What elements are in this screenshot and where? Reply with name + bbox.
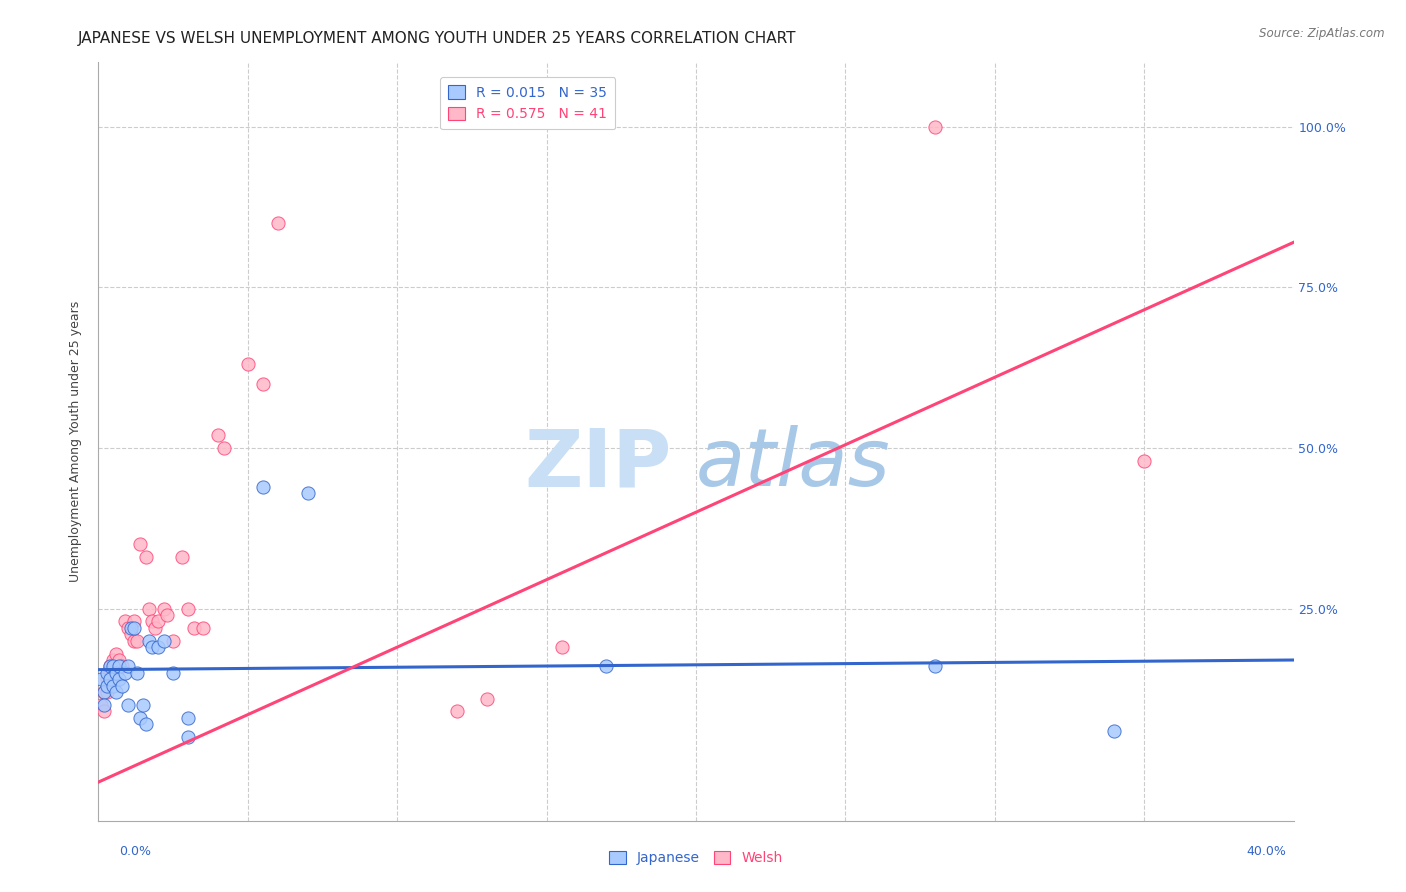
Point xyxy=(111,679,134,693)
Point xyxy=(162,633,184,648)
Text: JAPANESE VS WELSH UNEMPLOYMENT AMONG YOUTH UNDER 25 YEARS CORRELATION CHART: JAPANESE VS WELSH UNEMPLOYMENT AMONG YOU… xyxy=(77,31,796,46)
Point xyxy=(135,550,157,565)
Point xyxy=(103,653,125,667)
Point xyxy=(114,615,136,629)
Point xyxy=(924,120,946,134)
Point xyxy=(252,479,274,493)
Point xyxy=(96,679,118,693)
Point xyxy=(124,633,146,648)
Point xyxy=(153,601,176,615)
Point xyxy=(924,659,946,673)
Point xyxy=(172,550,194,565)
Point xyxy=(252,376,274,391)
Point xyxy=(103,679,125,693)
Point xyxy=(117,621,139,635)
Point xyxy=(550,640,572,655)
Point xyxy=(105,685,128,699)
Point xyxy=(236,358,259,372)
Point xyxy=(124,615,146,629)
Text: 0.0%: 0.0% xyxy=(120,846,152,858)
Legend: Japanese, Welsh: Japanese, Welsh xyxy=(603,845,789,871)
Point xyxy=(98,659,122,673)
Point xyxy=(446,705,468,719)
Point xyxy=(141,640,163,655)
Text: 40.0%: 40.0% xyxy=(1247,846,1286,858)
Point xyxy=(98,673,122,687)
Point xyxy=(120,621,142,635)
Point xyxy=(93,698,115,712)
Text: ZIP: ZIP xyxy=(524,425,672,503)
Point xyxy=(108,673,131,687)
Point xyxy=(148,640,170,655)
Point xyxy=(138,601,160,615)
Point xyxy=(103,659,125,673)
Point xyxy=(177,601,200,615)
Point xyxy=(105,647,128,661)
Point xyxy=(1133,454,1156,468)
Point xyxy=(93,685,115,699)
Point xyxy=(90,698,112,712)
Point xyxy=(138,633,160,648)
Point xyxy=(111,659,134,673)
Text: atlas: atlas xyxy=(696,425,891,503)
Point xyxy=(141,615,163,629)
Point xyxy=(183,621,205,635)
Point xyxy=(117,659,139,673)
Point xyxy=(114,665,136,680)
Point xyxy=(93,705,115,719)
Point xyxy=(90,673,112,687)
Point xyxy=(267,216,290,230)
Point xyxy=(153,633,176,648)
Point xyxy=(156,607,179,622)
Point xyxy=(135,717,157,731)
Point xyxy=(117,698,139,712)
Point xyxy=(103,673,125,687)
Point xyxy=(98,665,122,680)
Point xyxy=(124,621,146,635)
Y-axis label: Unemployment Among Youth under 25 years: Unemployment Among Youth under 25 years xyxy=(69,301,83,582)
Point xyxy=(162,665,184,680)
Point xyxy=(93,685,115,699)
Point xyxy=(191,621,214,635)
Point xyxy=(177,730,200,744)
Point xyxy=(475,691,498,706)
Point xyxy=(143,621,166,635)
Point xyxy=(129,711,152,725)
Point xyxy=(98,659,122,673)
Point xyxy=(207,428,229,442)
Point xyxy=(212,441,235,455)
Point xyxy=(297,486,319,500)
Point xyxy=(127,665,149,680)
Point xyxy=(127,633,149,648)
Point xyxy=(96,665,118,680)
Text: Source: ZipAtlas.com: Source: ZipAtlas.com xyxy=(1260,27,1385,40)
Point xyxy=(105,665,128,680)
Point xyxy=(595,659,617,673)
Point xyxy=(96,685,118,699)
Point xyxy=(1104,723,1126,738)
Point xyxy=(108,653,131,667)
Point xyxy=(129,537,152,551)
Point xyxy=(132,698,155,712)
Point xyxy=(120,627,142,641)
Point xyxy=(148,615,170,629)
Point xyxy=(108,659,131,673)
Point xyxy=(96,673,118,687)
Point xyxy=(177,711,200,725)
